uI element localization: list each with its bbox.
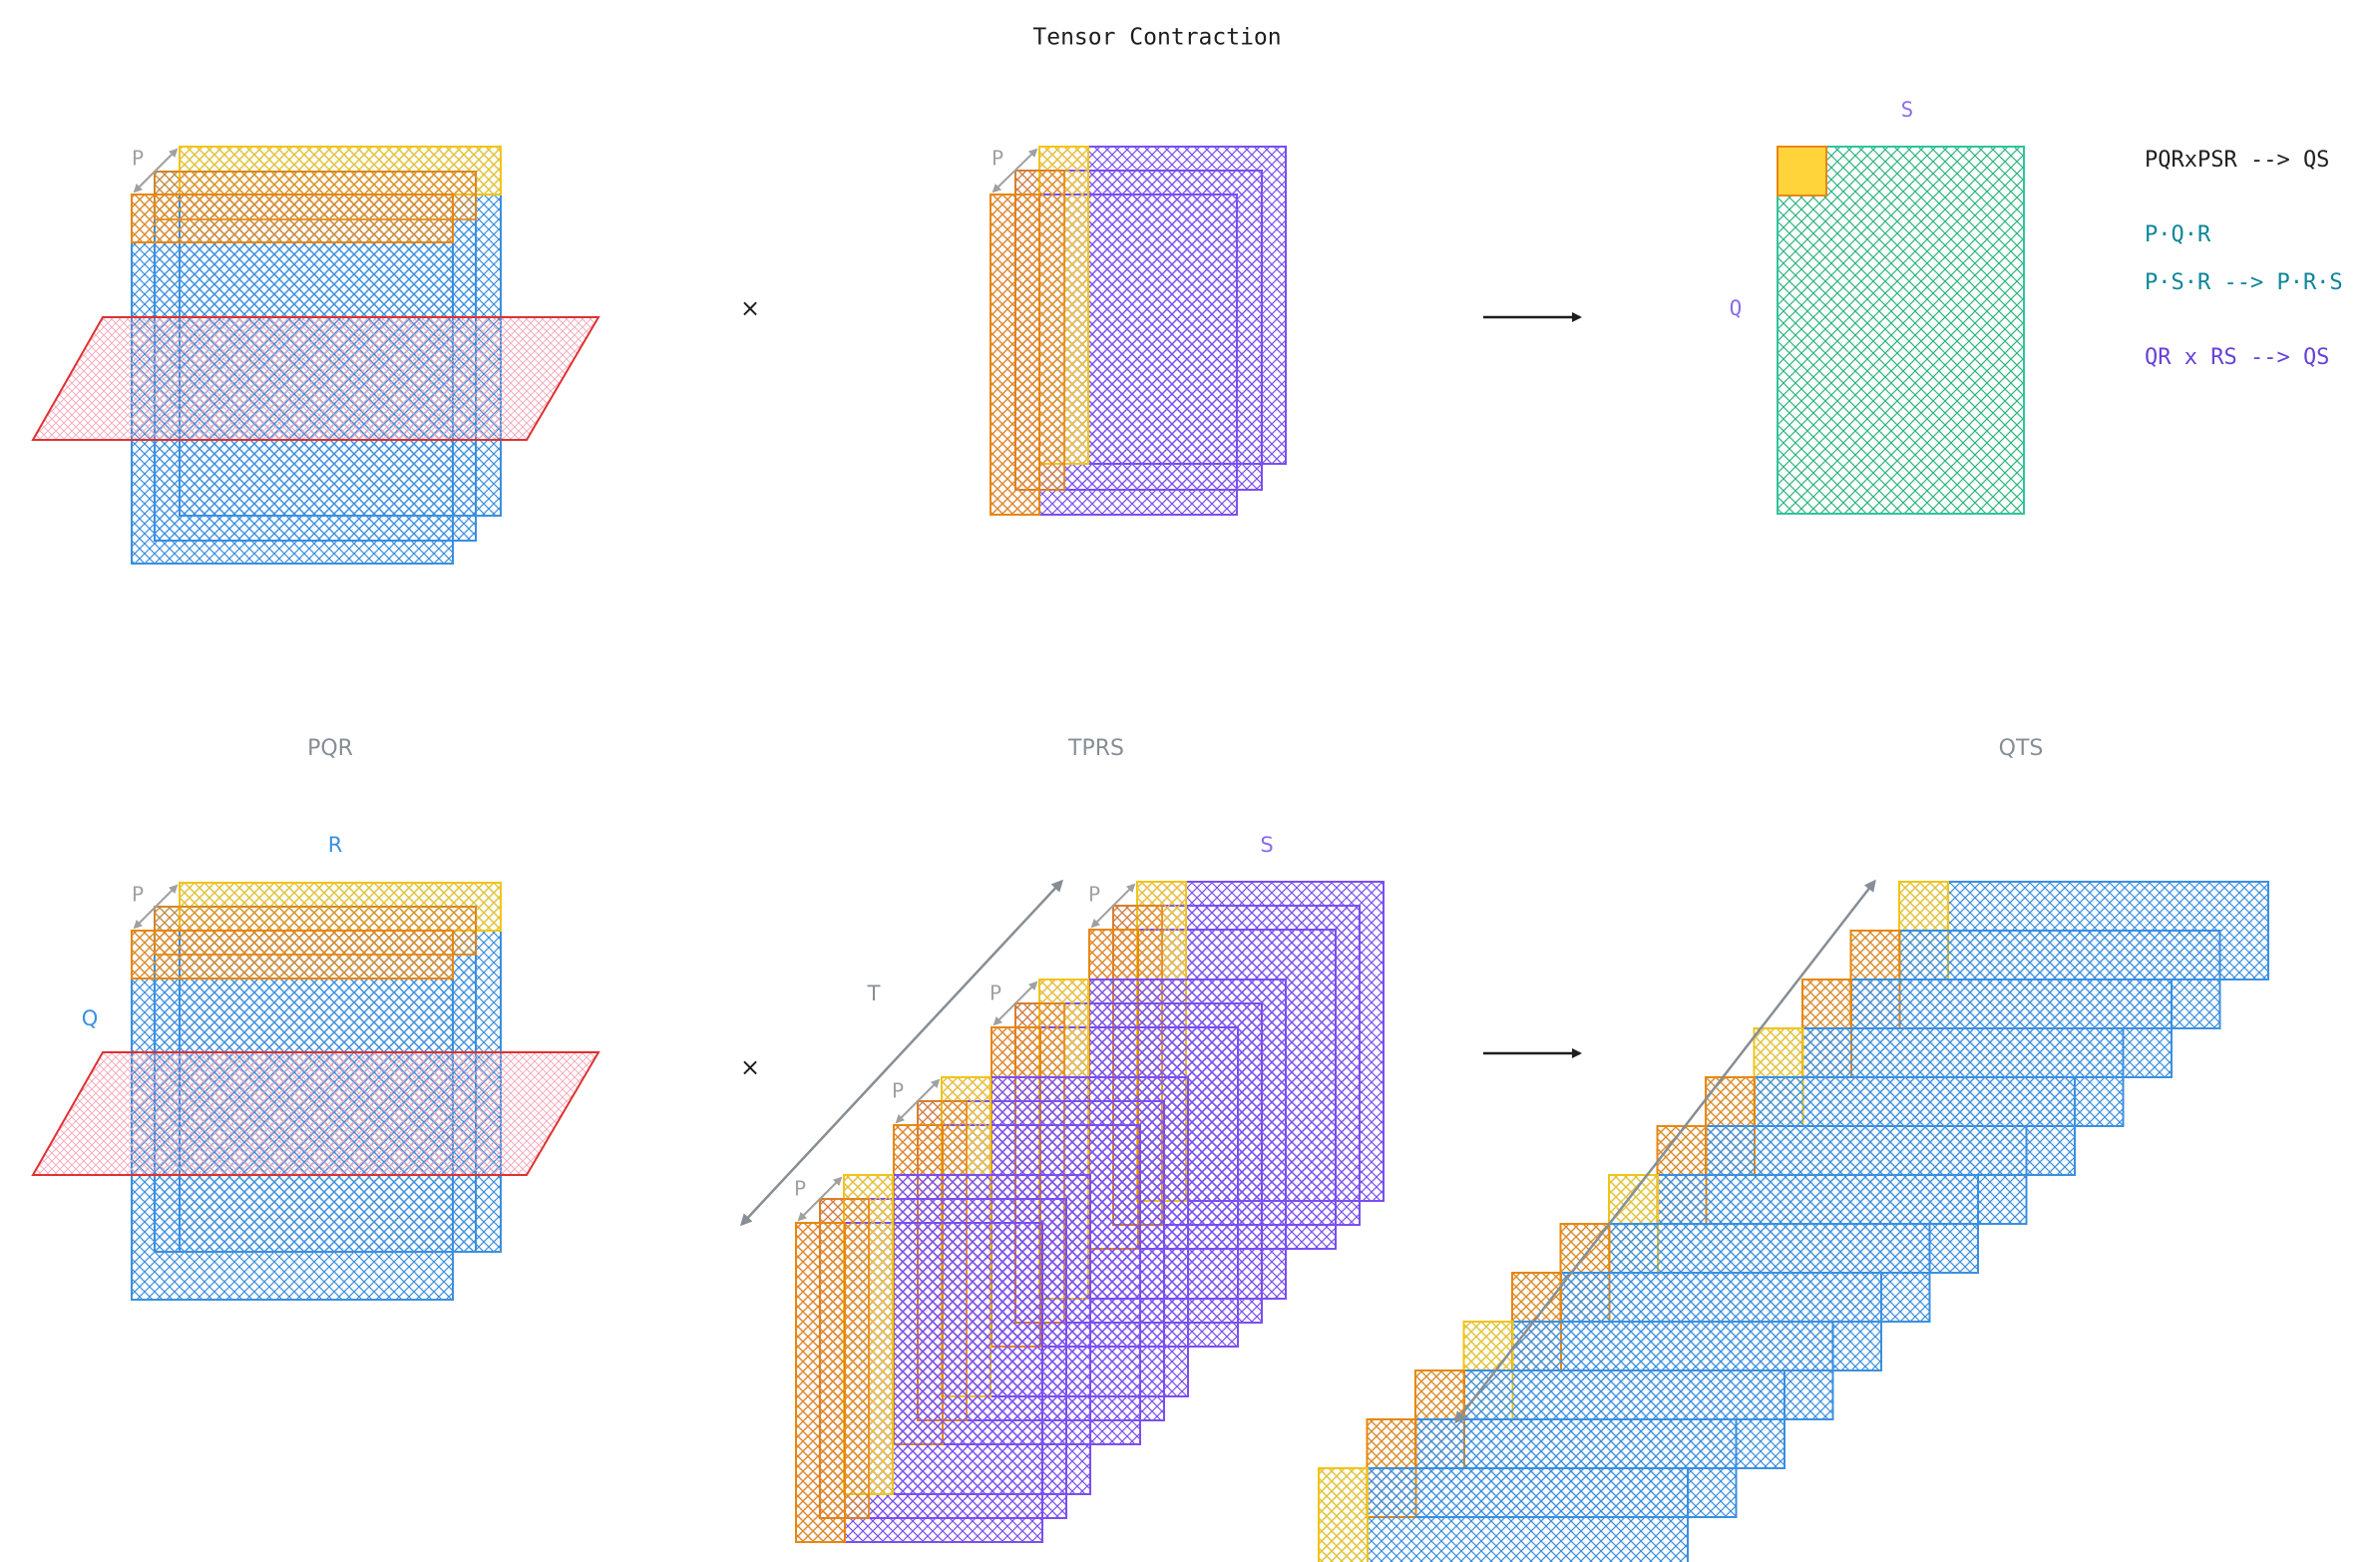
page-title: Tensor Contraction <box>1032 25 1281 51</box>
axis-label-p: P <box>794 1177 806 1201</box>
axis-label-t: T <box>867 981 881 1005</box>
double-headed-arrow-icon <box>739 879 1064 1227</box>
double-headed-arrow-icon <box>992 148 1038 194</box>
section-title-pqr: PQR <box>307 736 353 761</box>
qts-tensor-stack <box>1318 881 2269 1562</box>
top-right-result: S Q <box>1730 98 2025 515</box>
axis-label-p: P <box>132 883 144 907</box>
orange-slice <box>795 1222 846 1543</box>
result-slice <box>1318 1467 1689 1562</box>
times-sign-icon: × <box>740 294 760 322</box>
top-middle-tensor: P <box>990 146 1287 516</box>
times-sign-icon: × <box>740 1053 760 1081</box>
double-headed-arrow-icon <box>133 148 179 194</box>
tprs-tensor-stack <box>795 881 1385 1543</box>
axis-label-p: P <box>992 147 1003 171</box>
slicing-plane <box>31 316 600 441</box>
double-headed-arrow-icon <box>133 884 179 930</box>
axis-label-q: Q <box>1730 296 1743 320</box>
double-headed-arrow-icon <box>1090 883 1136 929</box>
top-left-tensor: P <box>31 146 600 565</box>
axis-label-s: S <box>1901 98 1914 122</box>
formula-line-3: P·S·R --> P·R·S <box>2145 270 2343 295</box>
section-title-tprs: TPRS <box>1067 736 1124 761</box>
orange-slice-front <box>990 194 1040 516</box>
formula-line-1: PQRxPSR --> QS <box>2145 148 2329 173</box>
axis-label-p: P <box>892 1079 904 1103</box>
section-title-qts: QTS <box>1999 736 2044 761</box>
formula-block: PQRxPSR --> QS P·Q·R P·S·R --> P·R·S QR … <box>2145 148 2343 370</box>
axis-label-p: P <box>1088 883 1100 907</box>
axis-label-s: S <box>1260 833 1273 857</box>
axis-label-r: R <box>328 833 343 857</box>
orange-slice-front <box>131 194 454 243</box>
result-matrix <box>1777 146 2025 515</box>
result-element <box>1777 146 1827 196</box>
result-strip <box>1318 1467 1369 1562</box>
formula-line-4: QR x RS --> QS <box>2145 345 2329 370</box>
axis-label-q: Q <box>82 1006 99 1030</box>
bottom-left-tensor: P R Q <box>31 833 600 1301</box>
orange-slice-front <box>131 930 454 979</box>
axis-label-p: P <box>132 147 144 171</box>
formula-line-2: P·Q·R <box>2145 222 2211 247</box>
slicing-plane <box>31 1051 600 1176</box>
axis-label-p: P <box>990 981 1001 1005</box>
double-headed-arrow-icon <box>1454 879 1876 1424</box>
